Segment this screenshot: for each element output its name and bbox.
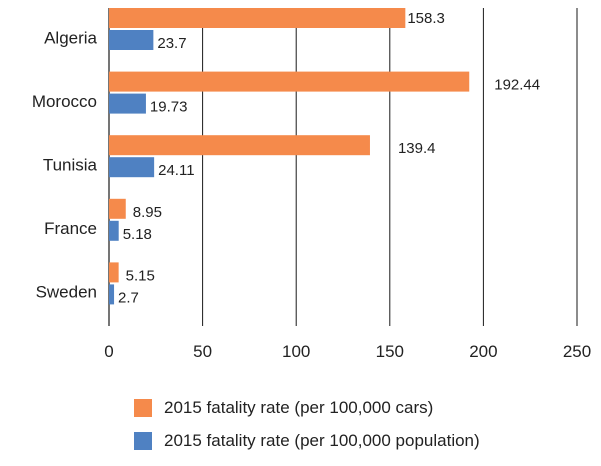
legend-label-cars: 2015 fatality rate (per 100,000 cars) xyxy=(164,398,434,417)
legend: 2015 fatality rate (per 100,000 cars) 20… xyxy=(134,398,480,464)
bar-cars-france xyxy=(109,198,126,219)
bar-cars-morocco xyxy=(109,71,470,92)
legend-label-population: 2015 fatality rate (per 100,000 populati… xyxy=(164,431,480,450)
legend-swatch-cars xyxy=(134,399,152,417)
bar-cars-tunisia xyxy=(109,135,370,156)
x-tick-label-50: 50 xyxy=(193,342,212,361)
x-tick-label-250: 250 xyxy=(563,342,591,361)
x-tick-label-200: 200 xyxy=(469,342,497,361)
category-label-france: France xyxy=(44,219,97,238)
bar-population-morocco xyxy=(109,93,146,114)
category-label-algeria: Algeria xyxy=(44,28,97,47)
category-label-tunisia: Tunisia xyxy=(43,155,98,174)
bar-cars-algeria xyxy=(109,8,406,28)
x-tick-label-100: 100 xyxy=(282,342,310,361)
x-tick-label-150: 150 xyxy=(376,342,404,361)
value-label-cars-morocco: 192.44 xyxy=(494,77,540,94)
bar-population-france xyxy=(109,220,119,241)
bar-population-tunisia xyxy=(109,157,155,178)
category-label-morocco: Morocco xyxy=(32,92,97,111)
value-label-population-sweden: 2.7 xyxy=(118,289,139,306)
value-label-cars-tunisia: 139.4 xyxy=(398,140,436,157)
value-label-population-france: 5.18 xyxy=(123,226,152,243)
legend-item-population: 2015 fatality rate (per 100,000 populati… xyxy=(134,431,480,451)
bar-cars-sweden xyxy=(109,262,119,283)
value-label-population-algeria: 23.7 xyxy=(157,35,186,52)
bar-population-sweden xyxy=(109,284,115,305)
value-label-cars-algeria: 158.3 xyxy=(407,10,445,27)
value-label-population-morocco: 19.73 xyxy=(150,99,188,116)
legend-item-cars: 2015 fatality rate (per 100,000 cars) xyxy=(134,398,480,418)
legend-swatch-population xyxy=(134,432,152,450)
category-label-sweden: Sweden xyxy=(36,283,97,302)
x-tick-label-0: 0 xyxy=(104,342,113,361)
value-label-cars-sweden: 5.15 xyxy=(126,267,155,284)
value-label-population-tunisia: 24.11 xyxy=(158,162,194,179)
bar-population-algeria xyxy=(109,30,154,50)
value-label-cars-france: 8.95 xyxy=(133,204,162,221)
